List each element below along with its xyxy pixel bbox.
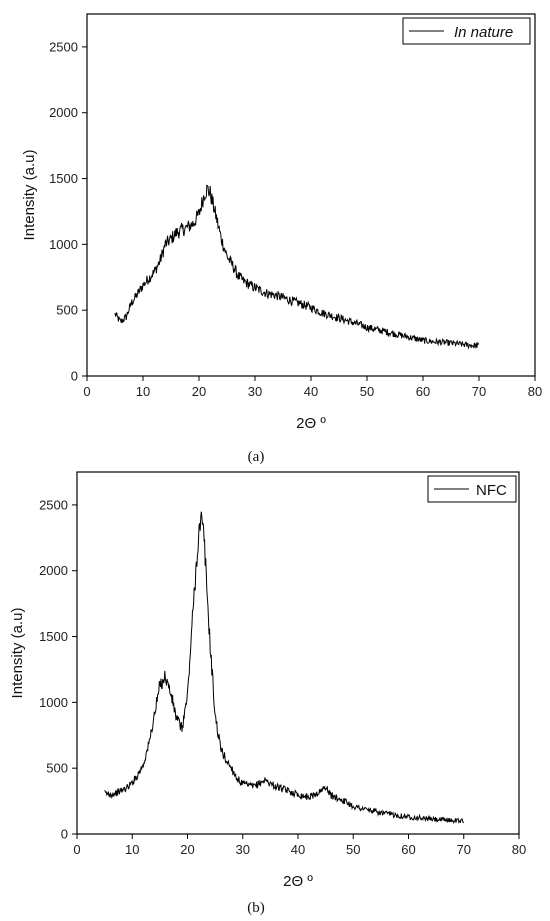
x-tick-label: 0: [73, 842, 80, 857]
legend-b: NFC: [427, 475, 517, 503]
plot-frame-a: [86, 13, 536, 377]
x-tick-label: 30: [248, 384, 262, 399]
y-axis-title-a: Intensity (a.u): [21, 150, 38, 241]
x-tick-label: 50: [346, 842, 360, 857]
y-tick-label: 1500: [49, 171, 78, 186]
y-tick-label: 0: [71, 369, 78, 384]
y-axis-title-b: Intensity (a.u): [9, 608, 26, 699]
x-tick-label: 30: [236, 842, 250, 857]
caption-b: (b): [247, 900, 265, 916]
x-tick-label: 40: [304, 384, 318, 399]
chart-panel-a: 0 10 20 30 40 50 60 70 80 0 500 1000 1500 2000 2500 2…: [21, 13, 542, 465]
y-ticks-b: 0 500 1000 1500 2000 2500: [39, 497, 77, 842]
y-tick-label: 2500: [49, 39, 78, 54]
y-tick-label: 1000: [49, 237, 78, 252]
y-tick-label: 1000: [39, 695, 68, 710]
legend-a: In nature: [402, 17, 531, 45]
y-tick-label: 1500: [39, 629, 68, 644]
x-tick-label: 10: [136, 384, 150, 399]
x-tick-label: 60: [401, 842, 415, 857]
y-tick-label: 2000: [49, 105, 78, 120]
y-tick-label: 2500: [39, 497, 68, 512]
x-axis-title-b: 2Θ º: [283, 873, 313, 890]
x-tick-label: 20: [192, 384, 206, 399]
x-tick-label: 70: [457, 842, 471, 857]
caption-a: (a): [248, 449, 265, 465]
chart-panel-b: 0 10 20 30 40 50 60 70 80 0 500 1000 1500 2000 2500 2…: [9, 471, 526, 916]
x-tick-label: 60: [416, 384, 430, 399]
y-tick-label: 2000: [39, 563, 68, 578]
legend-box-b: [427, 475, 517, 503]
y-tick-label: 0: [61, 827, 68, 842]
y-ticks-a: 0 500 1000 1500 2000 2500: [49, 39, 87, 384]
x-tick-label: 20: [180, 842, 194, 857]
plot-frame-b: [76, 471, 520, 835]
y-tick-label: 500: [46, 761, 68, 776]
y-tick-label: 500: [56, 303, 78, 318]
series-line-nfc: [104, 511, 464, 825]
x-axis-title-a: 2Θ º: [296, 415, 326, 432]
x-tick-label: 80: [528, 384, 542, 399]
x-ticks-a: 0 10 20 30 40 50 60 70 80: [83, 376, 542, 399]
x-tick-label: 40: [291, 842, 305, 857]
legend-label-in-nature: In nature: [454, 24, 513, 41]
legend-label-nfc: NFC: [476, 482, 507, 499]
x-tick-label: 10: [125, 842, 139, 857]
x-tick-label: 0: [83, 384, 90, 399]
x-tick-label: 80: [512, 842, 526, 857]
series-line-in-nature: [114, 184, 480, 350]
x-tick-label: 50: [360, 384, 374, 399]
x-tick-label: 70: [472, 384, 486, 399]
x-ticks-b: 0 10 20 30 40 50 60 70 80: [73, 834, 526, 857]
